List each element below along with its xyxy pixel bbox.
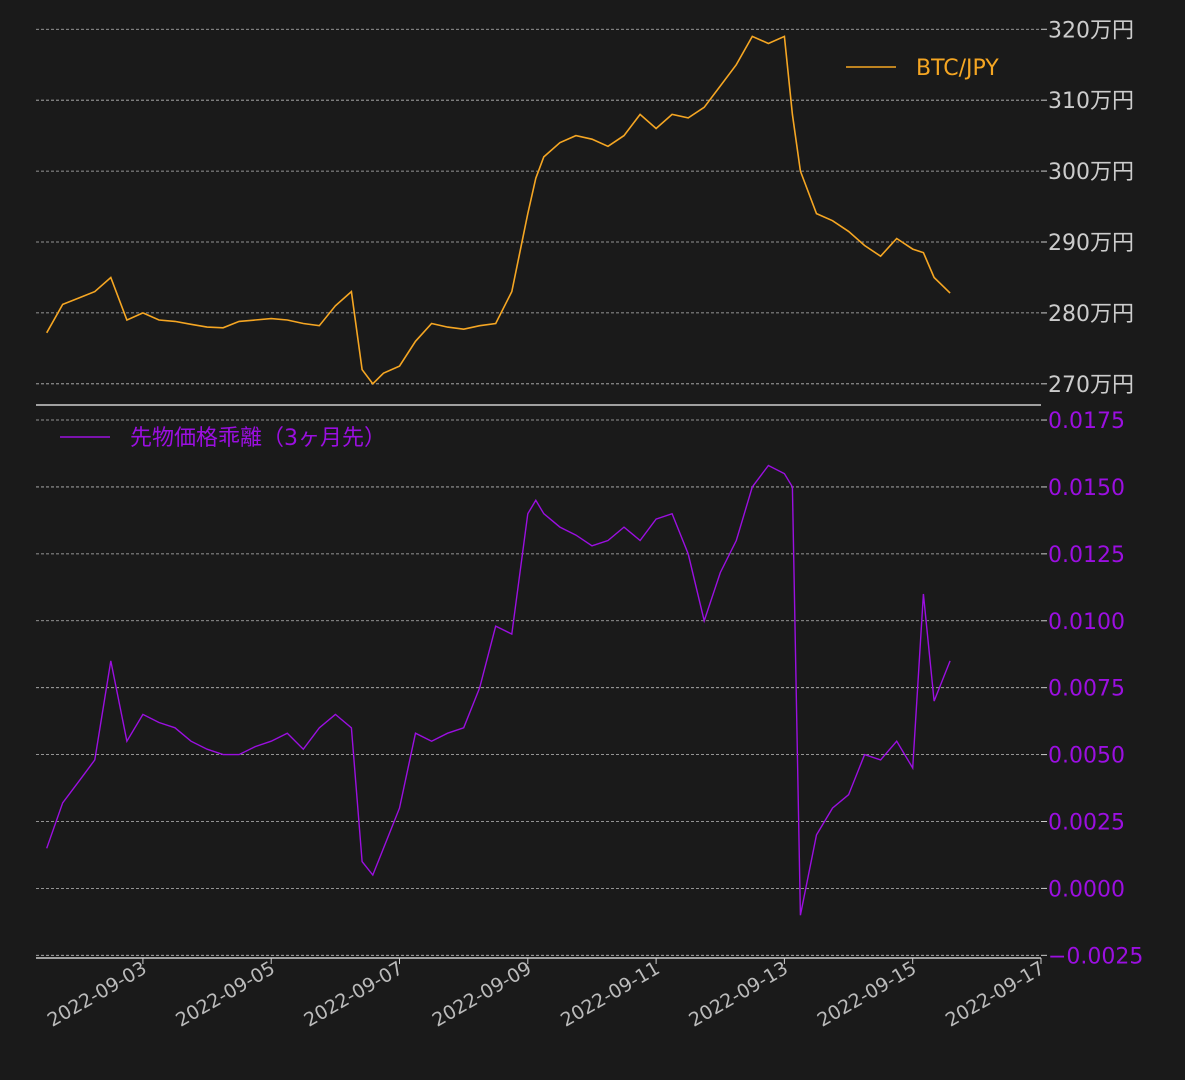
btc-jpy-legend-label: BTC/JPY [916,56,999,81]
spread-legend-label: 先物価格乖離（3ヶ月先） [130,426,386,451]
spread-y-ticks: −0.0025 0.0000 0.0025 0.0050 0.0075 0.0100 0.0… [1041,409,1143,969]
price-y-tick-label: 310万円 [1048,89,1134,114]
spread-gridlines [36,419,1041,956]
spread-y-tick-label: 0.0050 [1048,744,1125,769]
spread-y-tick-label: 0.0125 [1048,543,1125,568]
price-y-tick-label: 320万円 [1048,18,1134,43]
spread-y-tick-label: 0.0075 [1048,677,1125,702]
price-y-tick-label: 300万円 [1048,160,1134,185]
spread-legend: 先物価格乖離（3ヶ月先） [60,426,386,451]
spread-y-tick-label: 0.0000 [1048,877,1125,902]
price-gridlines [36,28,1041,385]
price-y-ticks: 270万円 280万円 290万円 300万円 310万円 320万円 [1041,18,1134,398]
price-y-tick-label: 270万円 [1048,373,1134,398]
spread-y-tick-label: −0.0025 [1048,944,1143,969]
btc-jpy-series-line [46,35,951,386]
spread-y-tick-label: 0.0100 [1048,610,1125,635]
spread-series-line [46,464,951,916]
spread-y-tick-label: 0.0025 [1048,811,1125,836]
price-legend: BTC/JPY [846,56,999,81]
spread-y-tick-label: 0.0175 [1048,409,1125,434]
price-y-tick-label: 280万円 [1048,302,1134,327]
spread-y-tick-label: 0.0150 [1048,476,1125,501]
price-y-tick-label: 290万円 [1048,231,1134,256]
